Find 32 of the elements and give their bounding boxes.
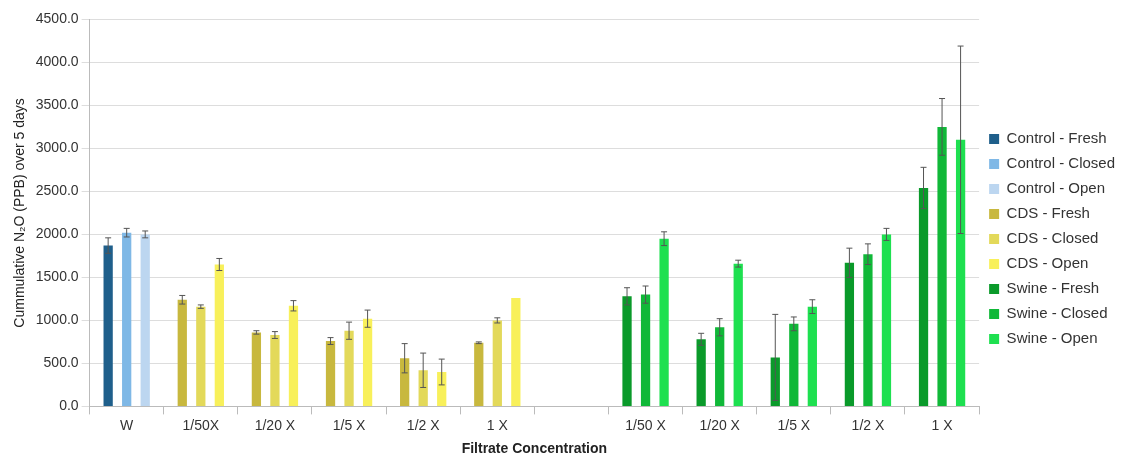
- y-axis-title: Cummulative N₂O (PPB) over 5 days: [11, 98, 28, 328]
- y-tick-label: 500.0: [43, 354, 79, 371]
- y-tick-label: 2500.0: [35, 182, 79, 199]
- legend-label: CDS - Fresh: [1006, 204, 1090, 222]
- y-tick-label: 0.0: [59, 397, 79, 414]
- legend-label: Control - Fresh: [1006, 129, 1107, 147]
- y-tick-label: 3000.0: [35, 139, 79, 156]
- x-tick-label: 1/5 X: [777, 416, 811, 433]
- y-tick-label: 2000.0: [35, 225, 79, 242]
- x-tick-label: W: [120, 416, 135, 433]
- y-tick-label: 4000.0: [35, 53, 79, 70]
- x-tick-label: 1/50X: [182, 416, 220, 433]
- x-tick-label: 1 X: [486, 416, 509, 433]
- x-tick-label: 1/2 X: [406, 416, 441, 433]
- legend-label: Swine - Closed: [1006, 304, 1108, 322]
- y-tick-label: 4500.0: [35, 10, 79, 27]
- x-tick-label: 1/50 X: [625, 416, 667, 433]
- x-tick-label: 1/2 X: [851, 416, 885, 433]
- legend-label: Control - Closed: [1006, 154, 1116, 172]
- y-tick-label: 1500.0: [35, 268, 79, 285]
- legend-label: CDS - Closed: [1006, 229, 1099, 247]
- y-tick-label: 1000.0: [35, 311, 79, 328]
- y-tick-label: 3500.0: [35, 96, 79, 113]
- legend-label: Control - Open: [1006, 179, 1106, 197]
- legend-label: CDS - Open: [1006, 254, 1089, 272]
- x-tick-label: 1/5 X: [332, 416, 367, 433]
- x-tick-label: 1 X: [931, 416, 954, 433]
- x-tick-label: 1/20 X: [254, 416, 296, 433]
- legend-label: Swine - Open: [1006, 329, 1098, 347]
- x-axis-title: Filtrate Concentration: [461, 440, 608, 457]
- x-tick-label: 1/20 X: [699, 416, 741, 433]
- legend-label: Swine - Fresh: [1006, 279, 1100, 297]
